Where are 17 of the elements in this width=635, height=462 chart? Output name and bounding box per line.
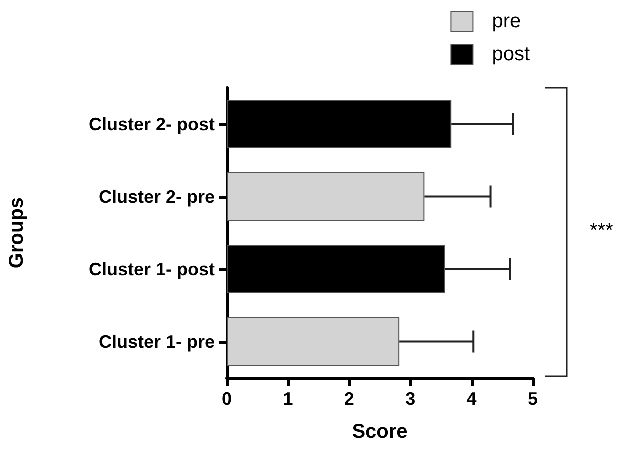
x-tick-label: 3 <box>406 389 416 409</box>
legend-label: pre <box>492 10 522 32</box>
x-tick-label: 2 <box>344 389 354 409</box>
y-tick-label: Cluster 1- pre <box>98 332 215 352</box>
x-tick-label: 4 <box>466 389 477 409</box>
bar <box>227 172 425 222</box>
text: *** <box>590 220 614 242</box>
y-tick-label: Cluster 2- pre <box>98 186 215 207</box>
x-tick-label: 1 <box>283 389 294 409</box>
y-axis-title: Groups <box>6 197 28 269</box>
bar <box>227 317 400 366</box>
y-tick-label: Cluster 2- post <box>88 114 215 134</box>
y-tick-label: Cluster 1- post <box>88 259 215 280</box>
legend-label: post <box>492 44 530 66</box>
x-tick-label: 0 <box>222 389 232 409</box>
x-axis-title: Score <box>352 421 408 443</box>
x-tick-label: 5 <box>528 389 538 409</box>
